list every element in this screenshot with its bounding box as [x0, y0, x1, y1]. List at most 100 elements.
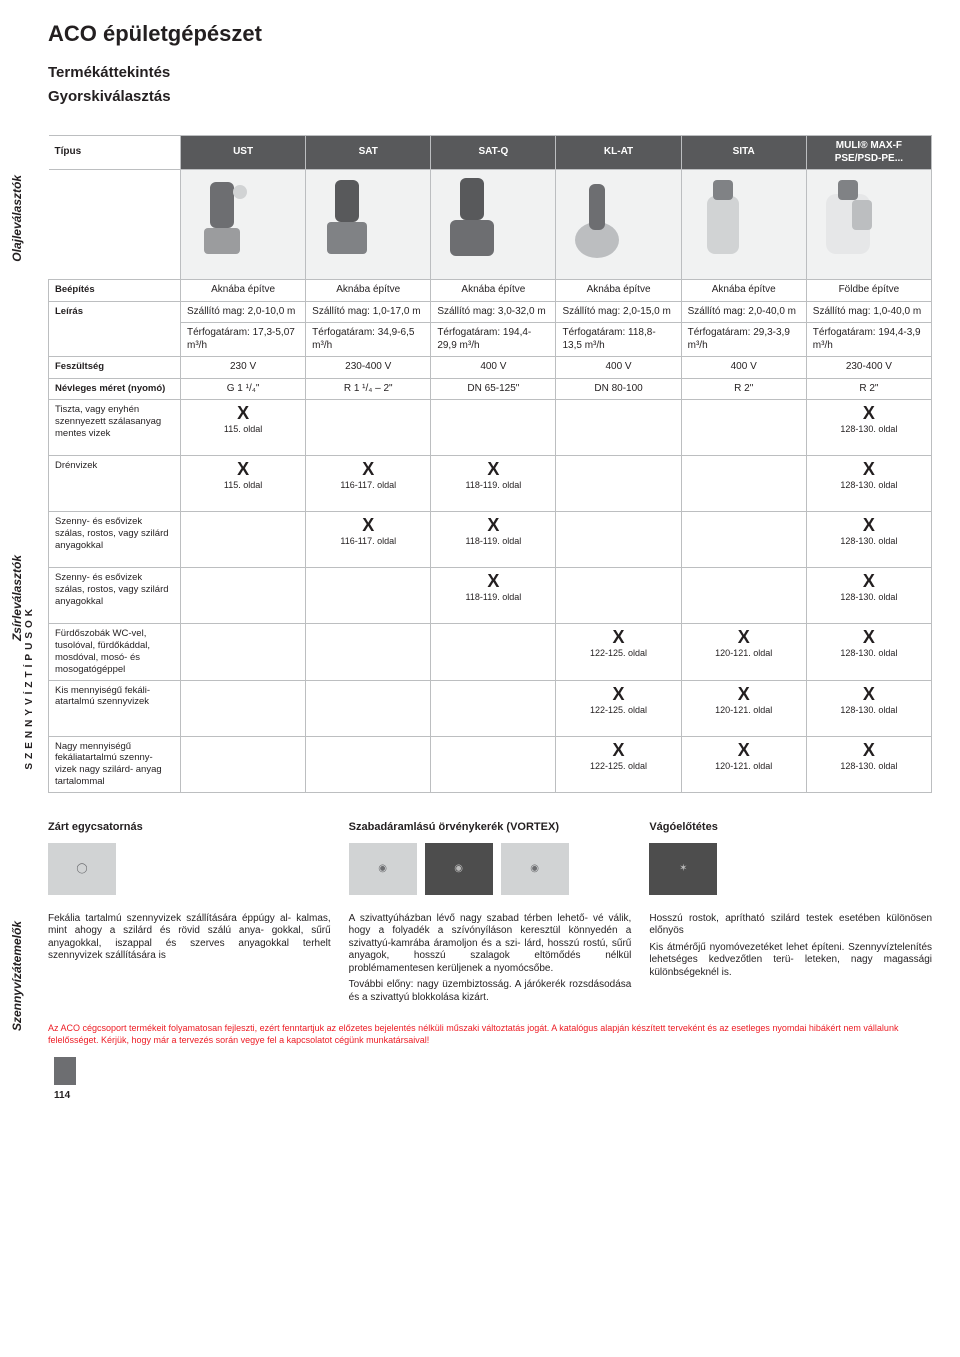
matrix-cell [306, 680, 431, 736]
cell: Szállító mag: 2,0-15,0 m [556, 301, 681, 323]
cell: R 1 ¹/₄ – 2" [306, 378, 431, 400]
cell: G 1 ¹/₄" [181, 378, 306, 400]
impeller-thumb: ◉ [501, 843, 569, 895]
cell: Térfogatáram: 194,4-29,9 m³/h [431, 323, 556, 357]
matrix-cell: X128-130. oldal [806, 624, 931, 681]
cell: 400 V [431, 357, 556, 379]
check-icon: X [688, 685, 800, 703]
product-image [431, 170, 556, 280]
cell: Szállító mag: 2,0-10,0 m [181, 301, 306, 323]
page-ref: 118-119. oldal [437, 536, 549, 547]
page-number: 114 [54, 1090, 70, 1103]
matrix-cell: X118-119. oldal [431, 568, 556, 624]
matrix-cell: X116-117. oldal [306, 456, 431, 512]
row-header-desc: Leírás [49, 301, 181, 357]
cell: Szállító mag: 2,0-40,0 m [681, 301, 806, 323]
nominal-row: Névleges méret (nyomó) G 1 ¹/₄" R 1 ¹/₄ … [49, 378, 932, 400]
page-ref: 128-130. oldal [813, 761, 925, 772]
page-ref: 122-125. oldal [562, 705, 674, 716]
matrix-cell: X128-130. oldal [806, 512, 931, 568]
page-ref: 116-117. oldal [312, 536, 424, 547]
check-icon: X [562, 741, 674, 759]
subtitle-2: Gyorskiválasztás [48, 88, 932, 107]
matrix-cell [681, 400, 806, 456]
bottom-title-3: Vágóelőtétes [649, 821, 932, 835]
matrix-cell [306, 568, 431, 624]
bottom-col-3: Vágóelőtétes ✶ Hosszú rostok, aprítható … [649, 821, 932, 1004]
cell: DN 65-125" [431, 378, 556, 400]
matrix-cell: X 118-119. oldal [431, 512, 556, 568]
cell: Aknába építve [306, 280, 431, 302]
matrix-cell [181, 736, 306, 793]
matrix-cell [431, 624, 556, 681]
product-image [681, 170, 806, 280]
page-ref: 128-130. oldal [813, 592, 925, 603]
matrix-cell: X115. oldal [181, 400, 306, 456]
page-ref: 116-117. oldal [312, 480, 424, 491]
bottom-text-2a: A szivattyúházban lévő nagy szabad térbe… [349, 913, 632, 976]
check-icon: X [813, 685, 925, 703]
matrix-cell: X 122-125. oldal [556, 736, 681, 793]
check-icon: X [312, 516, 424, 534]
matrix-cell: X 115. oldal [181, 456, 306, 512]
matrix-cell: X 120-121. oldal [681, 680, 806, 736]
impeller-thumb: ◉ [349, 843, 417, 895]
matrix-row: Szenny- és esővizek szálas, rostos, vagy… [49, 568, 932, 624]
page-ref: 122-125. oldal [562, 761, 674, 772]
check-icon: X [187, 460, 299, 478]
matrix-cell: X118-119. oldal [431, 456, 556, 512]
matrix-cell [181, 624, 306, 681]
cell: Aknába építve [181, 280, 306, 302]
row-header-type: Típus [49, 136, 181, 170]
check-icon: X [813, 516, 925, 534]
cell: Térfogatáram: 29,3-3,9 m³/h [681, 323, 806, 357]
check-icon: X [813, 460, 925, 478]
image-row [49, 170, 932, 280]
cell: Szállító mag: 1,0-40,0 m [806, 301, 931, 323]
matrix-cell: X128-130. oldal [806, 568, 931, 624]
matrix-cell [306, 624, 431, 681]
matrix-row: Tiszta, vagy enyhén szennyezett szálasan… [49, 400, 932, 456]
page-ref: 115. oldal [187, 424, 299, 435]
page-ref: 115. oldal [187, 480, 299, 491]
cell: Térfogatáram: 118,8-13,5 m³/h [556, 323, 681, 357]
bottom-title-2: Szabadáramlású örvénykerék (VORTEX) [349, 821, 632, 835]
cell: Aknába építve [681, 280, 806, 302]
bottom-col-2: Szabadáramlású örvénykerék (VORTEX) ◉ ◉ … [349, 821, 632, 1004]
install-row: Beépítés Aknába építve Aknába építve Akn… [49, 280, 932, 302]
cell: Szállító mag: 1,0-17,0 m [306, 301, 431, 323]
cell: Szállító mag: 3,0-32,0 m [431, 301, 556, 323]
check-icon: X [437, 516, 549, 534]
col-head-4: SITA [681, 136, 806, 170]
matrix-cell [431, 400, 556, 456]
impeller-thumb: ✶ [649, 843, 717, 895]
col-head-5: MULI® MAX-FPSE/PSD-PE... [806, 136, 931, 170]
check-icon: X [813, 404, 925, 422]
matrix-cell [431, 736, 556, 793]
cell: DN 80-100 [556, 378, 681, 400]
bottom-text-3a: Hosszú rostok, aprítható szilárd testek … [649, 913, 932, 938]
matrix-cell [431, 680, 556, 736]
sidebar-label-sewage: Szennyvízátemelők [10, 921, 25, 1031]
matrix-cell: X 116-117. oldal [306, 512, 431, 568]
matrix-cell [181, 568, 306, 624]
matrix-row: Nagy mennyiségű fekáliatartalmú szenny- … [49, 736, 932, 793]
page-ref: 120-121. oldal [688, 761, 800, 772]
page-ref: 120-121. oldal [688, 705, 800, 716]
matrix-row: Fürdőszobák WC-vel, tusolóval, fürdőkádd… [49, 624, 932, 681]
cell: 400 V [556, 357, 681, 379]
cell: R 2" [806, 378, 931, 400]
matrix-row-label: Kis mennyiségű fekáli- atartalmú szennyv… [49, 680, 181, 736]
check-icon: X [688, 628, 800, 646]
matrix-cell [306, 400, 431, 456]
bottom-text-3b: Kis átmérőjű nyomóvezetéket lehet építen… [649, 942, 932, 980]
matrix-cell [181, 680, 306, 736]
page-ref: 122-125. oldal [562, 648, 674, 659]
desc-row-1: Leírás Szállító mag: 2,0-10,0 m Szállító… [49, 301, 932, 323]
matrix-row-label: Tiszta, vagy enyhén szennyezett szálasan… [49, 400, 181, 456]
matrix-cell: X128-130. oldal [806, 680, 931, 736]
matrix-cell [556, 456, 681, 512]
matrix-row-label: Szenny- és esővizek szálas, rostos, vagy… [49, 568, 181, 624]
product-image [556, 170, 681, 280]
cell: Térfogatáram: 34,9-6,5 m³/h [306, 323, 431, 357]
